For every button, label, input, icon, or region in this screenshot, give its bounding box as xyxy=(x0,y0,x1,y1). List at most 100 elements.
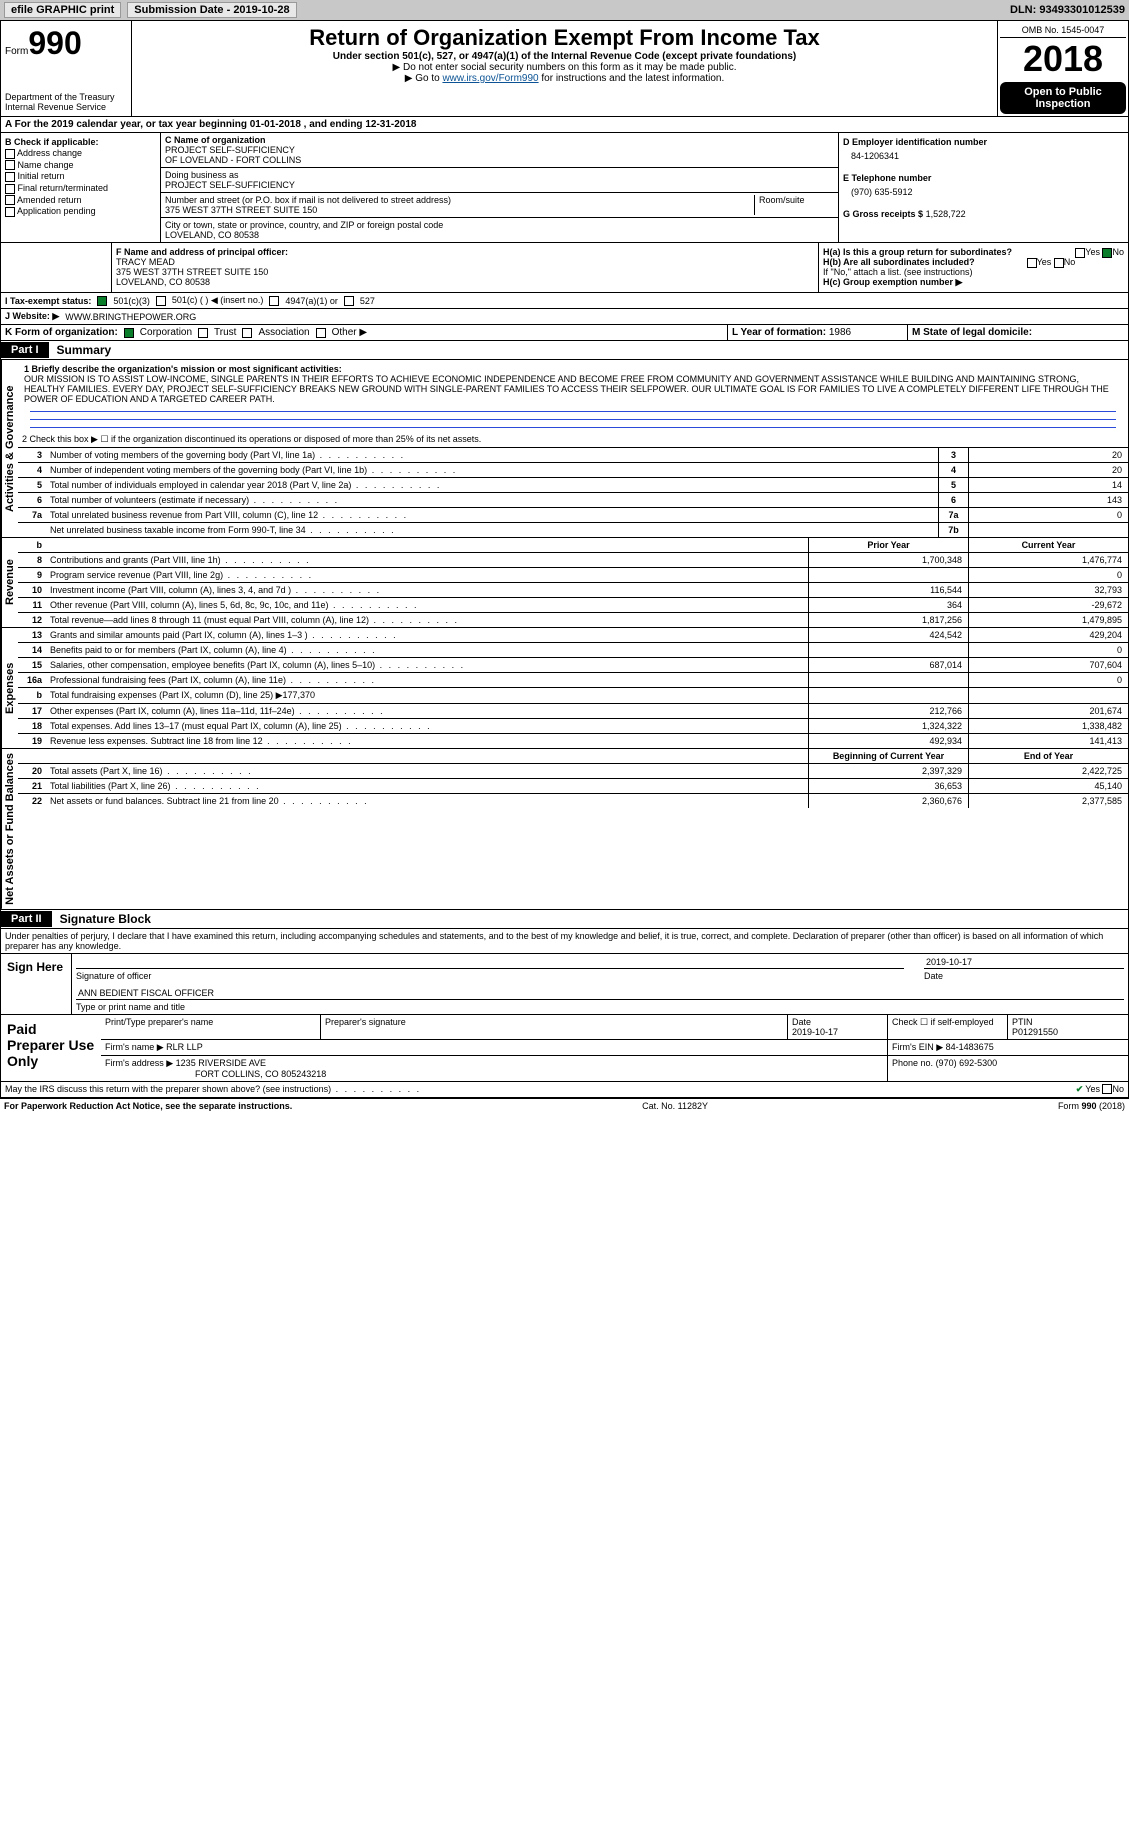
firm-phone: (970) 692-5300 xyxy=(936,1058,998,1068)
check-final-return[interactable]: Final return/terminated xyxy=(5,183,156,194)
col-end: End of Year xyxy=(968,749,1128,763)
tax-year: 2018 xyxy=(1000,38,1126,80)
check-application-pending[interactable]: Application pending xyxy=(5,206,156,217)
table-row: 13Grants and similar amounts paid (Part … xyxy=(18,628,1128,643)
table-row: 14Benefits paid to or for members (Part … xyxy=(18,643,1128,658)
col-current-year: Current Year xyxy=(968,538,1128,552)
city-label: City or town, state or province, country… xyxy=(165,220,834,230)
check-address-change[interactable]: Address change xyxy=(5,148,156,159)
table-row: 12Total revenue—add lines 8 through 11 (… xyxy=(18,613,1128,627)
website-value: WWW.BRINGTHEPOWER.ORG xyxy=(65,312,196,322)
part-1-title: Summary xyxy=(49,341,120,359)
part-2-header: Part II Signature Block xyxy=(0,910,1129,929)
submission-date-button[interactable]: Submission Date - 2019-10-28 xyxy=(127,2,296,18)
box-f: F Name and address of principal officer:… xyxy=(111,243,818,292)
efile-button[interactable]: efile GRAPHIC print xyxy=(4,2,121,18)
check-527[interactable] xyxy=(344,296,354,306)
boxes-bcdeg: B Check if applicable: Address change Na… xyxy=(0,133,1129,243)
section-a-tax-year: A For the 2019 calendar year, or tax yea… xyxy=(0,117,1129,133)
top-bar: efile GRAPHIC print Submission Date - 20… xyxy=(0,0,1129,20)
part-1-revenue: Revenue b Prior Year Current Year 8Contr… xyxy=(0,538,1129,628)
table-row: 6Total number of volunteers (estimate if… xyxy=(18,493,1128,508)
officer-addr1: 375 WEST 37TH STREET SUITE 150 xyxy=(116,267,814,277)
paid-preparer-block: Paid Preparer Use Only Print/Type prepar… xyxy=(0,1015,1129,1082)
phone-value: (970) 635-5912 xyxy=(851,187,1124,197)
box-c: C Name of organization PROJECT SELF-SUFF… xyxy=(161,133,838,242)
check-amended-return[interactable]: Amended return xyxy=(5,195,156,206)
preparer-sig-label: Preparer's signature xyxy=(321,1015,788,1039)
officer-label: F Name and address of principal officer: xyxy=(116,247,814,257)
paid-preparer-label: Paid Preparer Use Only xyxy=(1,1015,101,1081)
street-label: Number and street (or P.O. box if mail i… xyxy=(165,195,754,205)
cat-no: Cat. No. 11282Y xyxy=(642,1101,708,1111)
table-row: 10Investment income (Part VIII, column (… xyxy=(18,583,1128,598)
check-initial-return[interactable]: Initial return xyxy=(5,171,156,182)
check-trust[interactable] xyxy=(198,328,208,338)
line-j-website: J Website: ▶ WWW.BRINGTHEPOWER.ORG xyxy=(0,309,1129,325)
part-1-expenses: Expenses 13Grants and similar amounts pa… xyxy=(0,628,1129,749)
table-row: 19Revenue less expenses. Subtract line 1… xyxy=(18,734,1128,748)
q2: 2 Check this box ▶ ☐ if the organization… xyxy=(18,432,1128,447)
side-revenue: Revenue xyxy=(1,538,18,627)
org-name-1: PROJECT SELF-SUFFICIENCY xyxy=(165,145,834,155)
h-b-note: If "No," attach a list. (see instruction… xyxy=(823,267,1124,277)
part-1-tab: Part I xyxy=(1,342,49,358)
check-name-change[interactable]: Name change xyxy=(5,160,156,171)
preparer-date: 2019-10-17 xyxy=(792,1027,838,1037)
year-formation: 1986 xyxy=(829,327,851,338)
check-other[interactable] xyxy=(316,328,326,338)
table-row: 9Program service revenue (Part VIII, lin… xyxy=(18,568,1128,583)
h-c: H(c) Group exemption number ▶ xyxy=(823,277,1124,288)
mission-text: OUR MISSION IS TO ASSIST LOW-INCOME, SIN… xyxy=(24,374,1122,404)
line-klm: K Form of organization: Corporation Trus… xyxy=(0,325,1129,341)
form-title: Return of Organization Exempt From Incom… xyxy=(136,25,993,51)
sig-date: 2019-10-17 xyxy=(924,956,1124,969)
table-row: 5Total number of individuals employed in… xyxy=(18,478,1128,493)
check-corporation[interactable] xyxy=(124,328,134,338)
officer-name: TRACY MEAD xyxy=(116,257,814,267)
form-subtitle: Under section 501(c), 527, or 4947(a)(1)… xyxy=(136,51,993,62)
col-prior-year: Prior Year xyxy=(808,538,968,552)
room-label: Room/suite xyxy=(759,195,834,205)
side-net-assets: Net Assets or Fund Balances xyxy=(1,749,18,909)
table-row: 21Total liabilities (Part X, line 26)36,… xyxy=(18,779,1128,794)
table-row: 8Contributions and grants (Part VIII, li… xyxy=(18,553,1128,568)
table-row: 20Total assets (Part X, line 16)2,397,32… xyxy=(18,764,1128,779)
check-4947[interactable] xyxy=(269,296,279,306)
ein-label: D Employer identification number xyxy=(843,137,1124,147)
ptin-value: P01291550 xyxy=(1012,1027,1058,1037)
website-note: ▶ Go to www.irs.gov/Form990 for instruct… xyxy=(136,73,993,84)
dba-label: Doing business as xyxy=(165,170,834,180)
table-row: 3Number of voting members of the governi… xyxy=(18,448,1128,463)
paperwork-notice: For Paperwork Reduction Act Notice, see … xyxy=(4,1101,292,1111)
box-b: B Check if applicable: Address change Na… xyxy=(1,133,161,242)
part-1-governance: Activities & Governance 1 Briefly descri… xyxy=(0,360,1129,538)
check-501c[interactable] xyxy=(156,296,166,306)
perjury-declaration: Under penalties of perjury, I declare th… xyxy=(1,929,1128,953)
side-expenses: Expenses xyxy=(1,628,18,748)
part-1-net-assets: Net Assets or Fund Balances Beginning of… xyxy=(0,749,1129,910)
public-inspection-badge: Open to Public Inspection xyxy=(1000,82,1126,114)
type-name-label: Type or print name and title xyxy=(76,1002,1124,1012)
self-employed-check[interactable]: Check ☐ if self-employed xyxy=(888,1015,1008,1039)
discuss-with-preparer: May the IRS discuss this return with the… xyxy=(0,1082,1129,1098)
check-association[interactable] xyxy=(242,328,252,338)
table-row: 22Net assets or fund balances. Subtract … xyxy=(18,794,1128,808)
firm-name: RLR LLP xyxy=(166,1042,203,1052)
table-row: 17Other expenses (Part IX, column (A), l… xyxy=(18,704,1128,719)
officer-name-title: ANN BEDIENT FISCAL OFFICER xyxy=(76,987,1124,1000)
table-row: 4Number of independent voting members of… xyxy=(18,463,1128,478)
org-name-label: C Name of organization xyxy=(165,135,834,145)
form-footer: Form 990 (2018) xyxy=(1058,1101,1125,1111)
table-row: 18Total expenses. Add lines 13–17 (must … xyxy=(18,719,1128,734)
form-header: Form990 Department of the Treasury Inter… xyxy=(0,20,1129,117)
dba-value: PROJECT SELF-SUFFICIENCY xyxy=(165,180,834,190)
sig-officer-label: Signature of officer xyxy=(76,971,904,981)
table-row: 7aTotal unrelated business revenue from … xyxy=(18,508,1128,523)
phone-label: E Telephone number xyxy=(843,173,1124,183)
part-2-tab: Part II xyxy=(1,911,52,927)
irs-link[interactable]: www.irs.gov/Form990 xyxy=(442,73,538,84)
side-activities-governance: Activities & Governance xyxy=(1,360,18,537)
check-501c3[interactable] xyxy=(97,296,107,306)
form-label: Form xyxy=(5,46,28,57)
